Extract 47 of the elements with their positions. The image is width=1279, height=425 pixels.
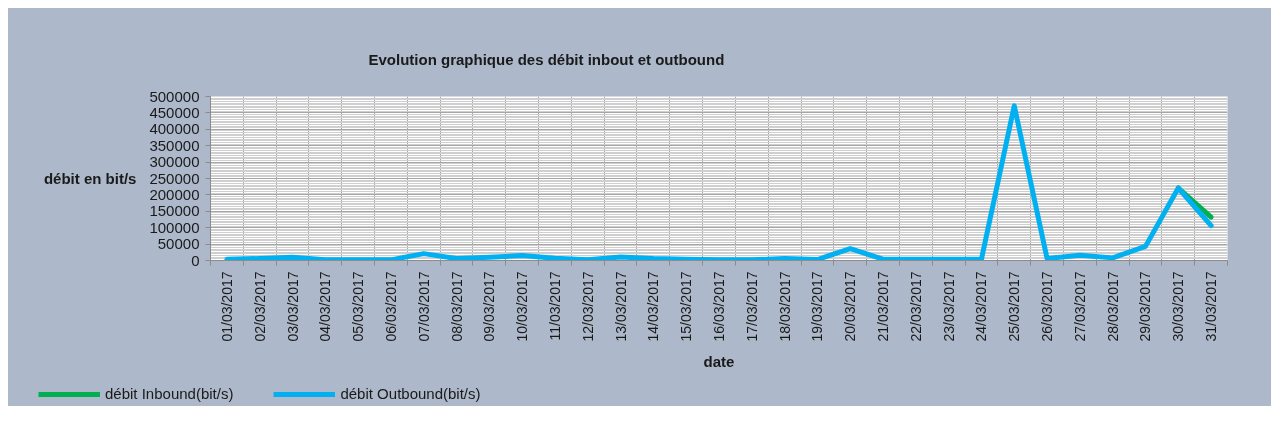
y-tick-label: 150000 (149, 202, 200, 220)
x-tick-label: 22/03/2017 (907, 271, 924, 342)
y-tick-label: 300000 (149, 153, 200, 171)
x-tick-label: 01/03/2017 (218, 271, 235, 342)
x-tick-label: 17/03/2017 (743, 271, 760, 342)
x-axis-title: date (703, 352, 735, 370)
x-tick-label: 21/03/2017 (875, 271, 892, 342)
y-tick-label: 450000 (149, 103, 200, 121)
x-tick-label: 30/03/2017 (1170, 271, 1187, 342)
x-tick-label: 07/03/2017 (415, 271, 432, 342)
x-tick-label: 23/03/2017 (940, 271, 957, 342)
x-tick-label: 24/03/2017 (973, 271, 990, 342)
y-tick-label: 50000 (157, 235, 200, 253)
y-tick-label: 0 (191, 251, 200, 269)
x-tick-label: 12/03/2017 (579, 271, 596, 342)
y-tick-label: 500000 (149, 87, 200, 105)
y-axis-title: débit en bit/s (43, 170, 137, 187)
x-tick-label: 19/03/2017 (809, 271, 826, 342)
x-tick-label: 27/03/2017 (1071, 271, 1088, 342)
x-tick-label: 29/03/2017 (1137, 271, 1154, 342)
x-tick-label: 16/03/2017 (711, 271, 727, 342)
y-tick-label: 250000 (149, 169, 200, 187)
x-tick-label: 15/03/2017 (678, 271, 695, 342)
x-tick-label: 05/03/2017 (350, 271, 367, 342)
x-tick-label: 04/03/2017 (317, 271, 334, 342)
x-tick-label: 18/03/2017 (776, 271, 793, 342)
x-tick-label: 10/03/2017 (514, 271, 531, 342)
x-tick-label: 06/03/2017 (382, 271, 399, 342)
x-tick-label: 14/03/2017 (645, 271, 662, 342)
y-tick-label: 350000 (149, 136, 200, 154)
x-tick-label: 28/03/2017 (1104, 271, 1121, 342)
x-tick-label: 03/03/2017 (284, 271, 301, 342)
legend-label: débit Outbound(bit/s) (340, 385, 481, 402)
x-tick-label: 20/03/2017 (842, 271, 859, 342)
x-tick-label: 08/03/2017 (448, 271, 465, 342)
x-tick-label: 11/03/2017 (546, 271, 563, 341)
x-tick-label: 31/03/2017 (1203, 271, 1220, 342)
x-tick-label: 02/03/2017 (251, 271, 268, 342)
chart-title: Evolution graphique des débit inbout et outbound (368, 50, 725, 68)
x-tick-label: 25/03/2017 (1006, 271, 1023, 342)
x-tick-label: 09/03/2017 (481, 271, 498, 342)
legend-label: débit Inbound(bit/s) (105, 385, 234, 402)
y-tick-label: 400000 (149, 120, 200, 138)
y-tick-label: 100000 (149, 218, 200, 236)
x-tick-label: 26/03/2017 (1039, 271, 1056, 342)
x-tick-label: 13/03/2017 (612, 271, 629, 342)
y-tick-label: 200000 (149, 185, 200, 203)
